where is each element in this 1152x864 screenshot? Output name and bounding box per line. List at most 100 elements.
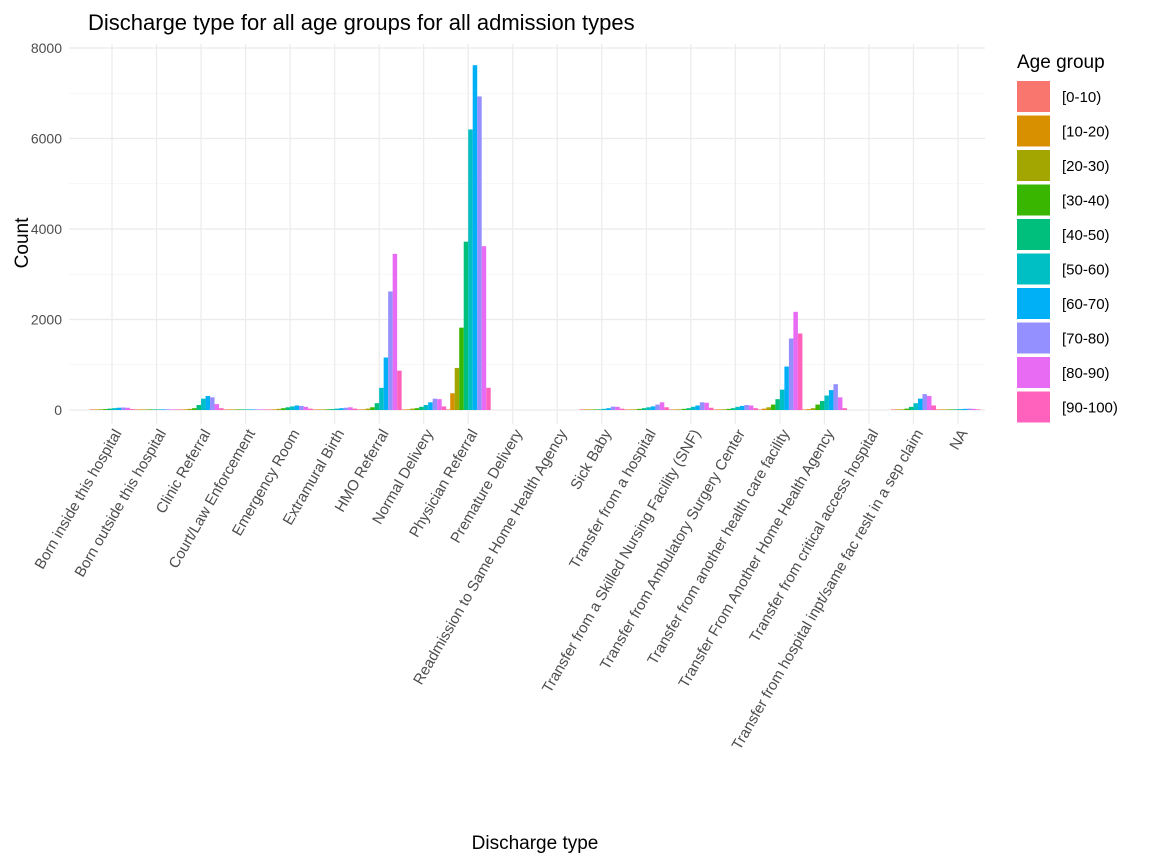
bar <box>303 406 309 410</box>
bar <box>690 406 696 410</box>
bar <box>810 408 816 410</box>
x-category-label: NA <box>946 427 971 454</box>
bar <box>976 409 981 410</box>
y-axis-title: Count <box>12 217 33 268</box>
bar <box>290 406 295 410</box>
bar <box>958 409 963 410</box>
x-axis-title: Discharge type <box>472 833 599 854</box>
bar <box>842 408 847 410</box>
bar <box>196 405 202 410</box>
bar <box>459 327 464 410</box>
bar <box>370 407 375 410</box>
bar <box>112 408 117 410</box>
bar <box>646 407 651 410</box>
bar <box>788 338 794 410</box>
bar <box>89 409 94 410</box>
bar <box>152 409 157 410</box>
bar <box>757 409 762 410</box>
bar <box>806 409 811 410</box>
bar <box>174 409 180 410</box>
bar <box>615 406 620 410</box>
bar <box>472 65 478 410</box>
bar <box>824 395 829 410</box>
legend: Age group [0-10) [10-20) [20-30) [30-40) [40… <box>1017 52 1118 423</box>
bar <box>597 409 602 410</box>
bar <box>601 408 607 410</box>
legend-label: [40-50) <box>1062 227 1110 244</box>
bar <box>899 409 905 410</box>
bar <box>276 408 282 410</box>
bar <box>187 408 193 410</box>
bar <box>130 409 135 410</box>
bar <box>183 409 188 410</box>
bar <box>94 409 99 410</box>
bar <box>837 397 843 410</box>
bar <box>735 406 740 410</box>
bar <box>797 333 803 410</box>
bar <box>686 408 691 410</box>
bar <box>294 405 300 410</box>
bar <box>299 405 304 410</box>
bar <box>192 408 197 410</box>
bar <box>267 409 273 410</box>
bar <box>445 409 451 410</box>
bar <box>245 409 251 410</box>
bar <box>201 398 206 410</box>
x-category-label: Court/Law Enforcement <box>166 426 260 572</box>
bar <box>801 409 807 410</box>
bar <box>103 409 108 410</box>
bar <box>704 402 709 410</box>
bar <box>356 409 362 410</box>
bar <box>219 408 224 410</box>
bar <box>210 397 215 410</box>
bar <box>379 387 384 410</box>
bar <box>361 409 366 410</box>
bar <box>681 408 687 410</box>
bar <box>214 404 220 410</box>
legend-label: [30-40) <box>1062 193 1110 210</box>
bar <box>949 409 954 410</box>
legend-label: [80-90) <box>1062 365 1110 382</box>
bar <box>374 403 380 410</box>
bar <box>717 409 722 410</box>
bar <box>481 246 487 410</box>
bar <box>272 409 277 410</box>
legend-key <box>1017 219 1050 250</box>
legend-key <box>1017 253 1050 285</box>
bar <box>668 409 673 410</box>
bar <box>908 406 914 410</box>
bar <box>922 394 927 410</box>
bar <box>454 367 460 410</box>
bar <box>913 403 918 410</box>
legend-label: [20-30) <box>1062 158 1110 175</box>
bar <box>316 409 322 410</box>
bar <box>583 409 589 410</box>
bar <box>383 357 389 410</box>
bar <box>116 407 121 410</box>
bar <box>815 404 820 410</box>
bar <box>655 404 660 410</box>
x-category-label: Transfer from a hospital <box>566 427 660 572</box>
bar <box>143 409 148 410</box>
bar <box>588 409 593 410</box>
legend-label: [0-10) <box>1062 89 1101 106</box>
bar <box>953 409 958 410</box>
bar <box>147 409 153 410</box>
bar <box>259 409 264 410</box>
legend-key <box>1017 322 1050 354</box>
bar <box>170 409 175 410</box>
bar <box>339 408 344 410</box>
bar <box>579 409 584 410</box>
bar <box>726 408 731 410</box>
bar <box>623 409 629 410</box>
bar <box>904 408 909 410</box>
legend-label: [10-20) <box>1062 124 1110 141</box>
bar <box>334 408 340 410</box>
bar <box>254 409 260 410</box>
bar <box>793 311 798 410</box>
bar <box>962 408 967 410</box>
bar <box>397 370 402 410</box>
bar <box>227 409 233 410</box>
bar <box>330 409 335 410</box>
